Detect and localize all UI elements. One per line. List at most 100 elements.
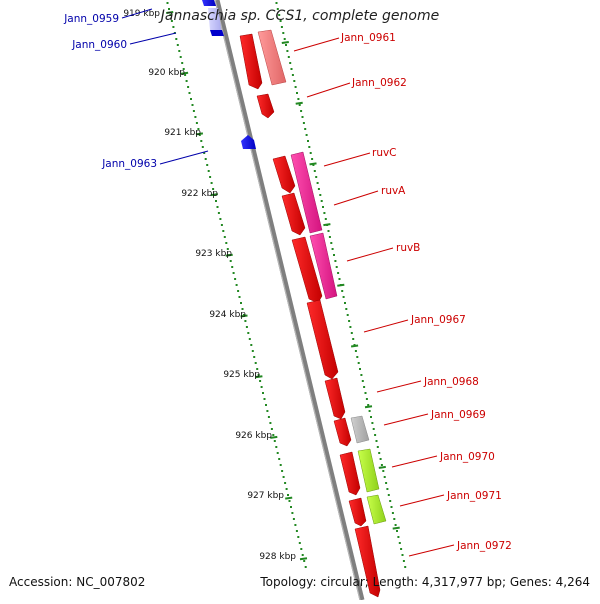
leader-jann-0967	[363, 319, 409, 333]
right-axis-minor-tick	[297, 98, 300, 100]
left-axis-minor-tick	[275, 446, 278, 448]
right-axis-minor-tick	[341, 290, 344, 292]
right-axis-minor-tick	[328, 236, 331, 238]
gene-jann-0959-shape[interactable]	[202, 0, 216, 6]
gene-jann-0972-shape[interactable]	[354, 525, 381, 598]
left-axis-major-tick	[195, 132, 204, 136]
left-axis-minor-tick	[276, 452, 279, 454]
genome-backbone	[214, 0, 365, 601]
gene-jann-0960-shape[interactable]	[208, 8, 222, 34]
left-axis-minor-tick	[232, 272, 235, 274]
gene-jann-0971-shape[interactable]	[348, 497, 367, 527]
left-axis-minor-tick	[241, 308, 244, 310]
leader-jann-0963	[159, 150, 209, 165]
gene-label-jann-0967[interactable]: Jann_0967	[410, 314, 466, 326]
right-axis-major-tick	[364, 405, 373, 409]
left-axis-minor-tick	[248, 338, 251, 340]
left-axis-minor-tick	[260, 386, 263, 388]
gene-jann-0961-partner[interactable]	[257, 29, 287, 86]
gene-jann-0969-shape[interactable]	[333, 417, 352, 447]
left-axis-minor-tick	[226, 248, 229, 250]
gene-jann-0970-shape[interactable]	[339, 451, 361, 496]
leader-jann-0971	[399, 494, 445, 507]
gene-label-jann-0969[interactable]: Jann_0969	[430, 409, 486, 421]
right-axis-minor-tick	[380, 464, 383, 466]
left-axis-minor-tick	[185, 80, 188, 82]
gene-label-jann-0962[interactable]: Jann_0962	[351, 77, 407, 89]
right-axis-minor-tick	[376, 446, 379, 448]
left-axis-minor-tick	[240, 302, 242, 304]
leader-jann-0972	[408, 544, 455, 557]
right-axis-minor-tick	[290, 68, 293, 70]
right-axis-minor-tick	[367, 404, 370, 406]
left-axis-minor-tick	[270, 428, 273, 430]
gene-ruvb-partner[interactable]	[309, 232, 338, 300]
gene-label-jann-0970[interactable]: Jann_0970	[439, 451, 495, 463]
left-axis-minor-tick	[168, 8, 170, 10]
left-axis-minor-tick	[273, 440, 276, 442]
gene-label-ruvc[interactable]: ruvC	[372, 147, 397, 159]
gene-jann-0967-shape[interactable]	[306, 299, 339, 380]
right-axis-minor-tick	[348, 320, 351, 322]
right-axis-minor-tick	[331, 248, 334, 250]
gene-ruvb-shape[interactable]	[291, 236, 323, 304]
gene-jann-0971-partner[interactable]	[366, 494, 387, 525]
right-axis-minor-tick	[345, 308, 348, 310]
right-axis-minor-tick	[374, 434, 377, 436]
tick-label-927: 927 kbp	[247, 491, 284, 501]
gene-ruva-shape[interactable]	[281, 192, 306, 236]
right-axis-minor-tick	[342, 296, 345, 298]
right-axis-minor-tick	[334, 260, 337, 262]
right-axis-minor-tick	[300, 110, 303, 112]
gene-jann-0962-shape[interactable]	[256, 93, 275, 119]
right-axis-minor-tick	[364, 392, 367, 394]
gene-ruvc-shape[interactable]	[272, 155, 296, 194]
genome-summary-text: Topology: circular; Length: 4,317,977 bp…	[260, 575, 590, 589]
gene-label-jann-0971[interactable]: Jann_0971	[446, 490, 502, 502]
gene-jann-0961-shape[interactable]	[239, 33, 263, 90]
gene-label-jann-0961[interactable]: Jann_0961	[340, 32, 396, 44]
right-axis-minor-tick	[371, 422, 374, 424]
label-leader-lines	[121, 8, 455, 557]
right-axis-minor-tick	[361, 380, 364, 382]
right-axis-minor-tick	[353, 344, 356, 346]
left-axis-minor-tick	[203, 152, 206, 154]
right-axis-minor-tick	[309, 152, 312, 154]
right-axis-major-tick	[295, 101, 303, 105]
left-tick-axis	[166, 2, 308, 568]
right-tick-axis	[275, 2, 407, 568]
gene-ruvc-partner[interactable]	[290, 151, 323, 234]
right-axis-minor-tick	[344, 302, 346, 304]
left-axis-minor-tick	[245, 326, 248, 328]
reverse-strand-features	[202, 0, 256, 149]
gene-label-jann-0972[interactable]: Jann_0972	[456, 540, 512, 552]
gene-label-jann-0963[interactable]: Jann_0963	[101, 158, 157, 170]
left-axis-minor-tick	[257, 374, 260, 376]
left-axis-minor-tick	[279, 464, 282, 466]
gene-label-jann-0968[interactable]: Jann_0968	[423, 376, 479, 388]
gene-jann-0970-partner[interactable]	[357, 448, 380, 493]
gene-label-ruva[interactable]: ruvA	[381, 185, 406, 197]
gene-label-jann-0960[interactable]: Jann_0960	[71, 39, 127, 51]
left-axis-minor-tick	[291, 512, 294, 514]
right-axis-minor-tick	[307, 140, 309, 142]
left-axis-minor-tick	[247, 332, 250, 334]
right-axis-minor-tick	[393, 518, 396, 520]
gene-label-jann-0959[interactable]: Jann_0959	[63, 13, 119, 25]
left-axis-minor-tick	[225, 242, 228, 244]
right-axis-minor-tick	[365, 398, 368, 400]
right-axis-minor-tick	[352, 338, 355, 340]
right-axis-minor-tick	[357, 362, 360, 364]
right-axis-minor-tick	[324, 218, 327, 220]
left-axis-minor-tick	[278, 458, 281, 460]
left-axis-major-tick	[166, 11, 174, 14]
left-axis-major-tick	[180, 71, 189, 75]
gene-jann-0963-shape[interactable]	[241, 135, 256, 149]
gene-jann-0960-arrow[interactable]	[210, 30, 224, 36]
gene-jann-0968-shape[interactable]	[324, 377, 346, 420]
right-axis-major-tick	[323, 223, 331, 227]
gene-label-ruvb[interactable]: ruvB	[396, 242, 420, 254]
left-axis-minor-tick	[251, 350, 254, 352]
right-axis-minor-tick	[294, 86, 297, 88]
gene-jann-0969-partner[interactable]	[350, 415, 370, 444]
